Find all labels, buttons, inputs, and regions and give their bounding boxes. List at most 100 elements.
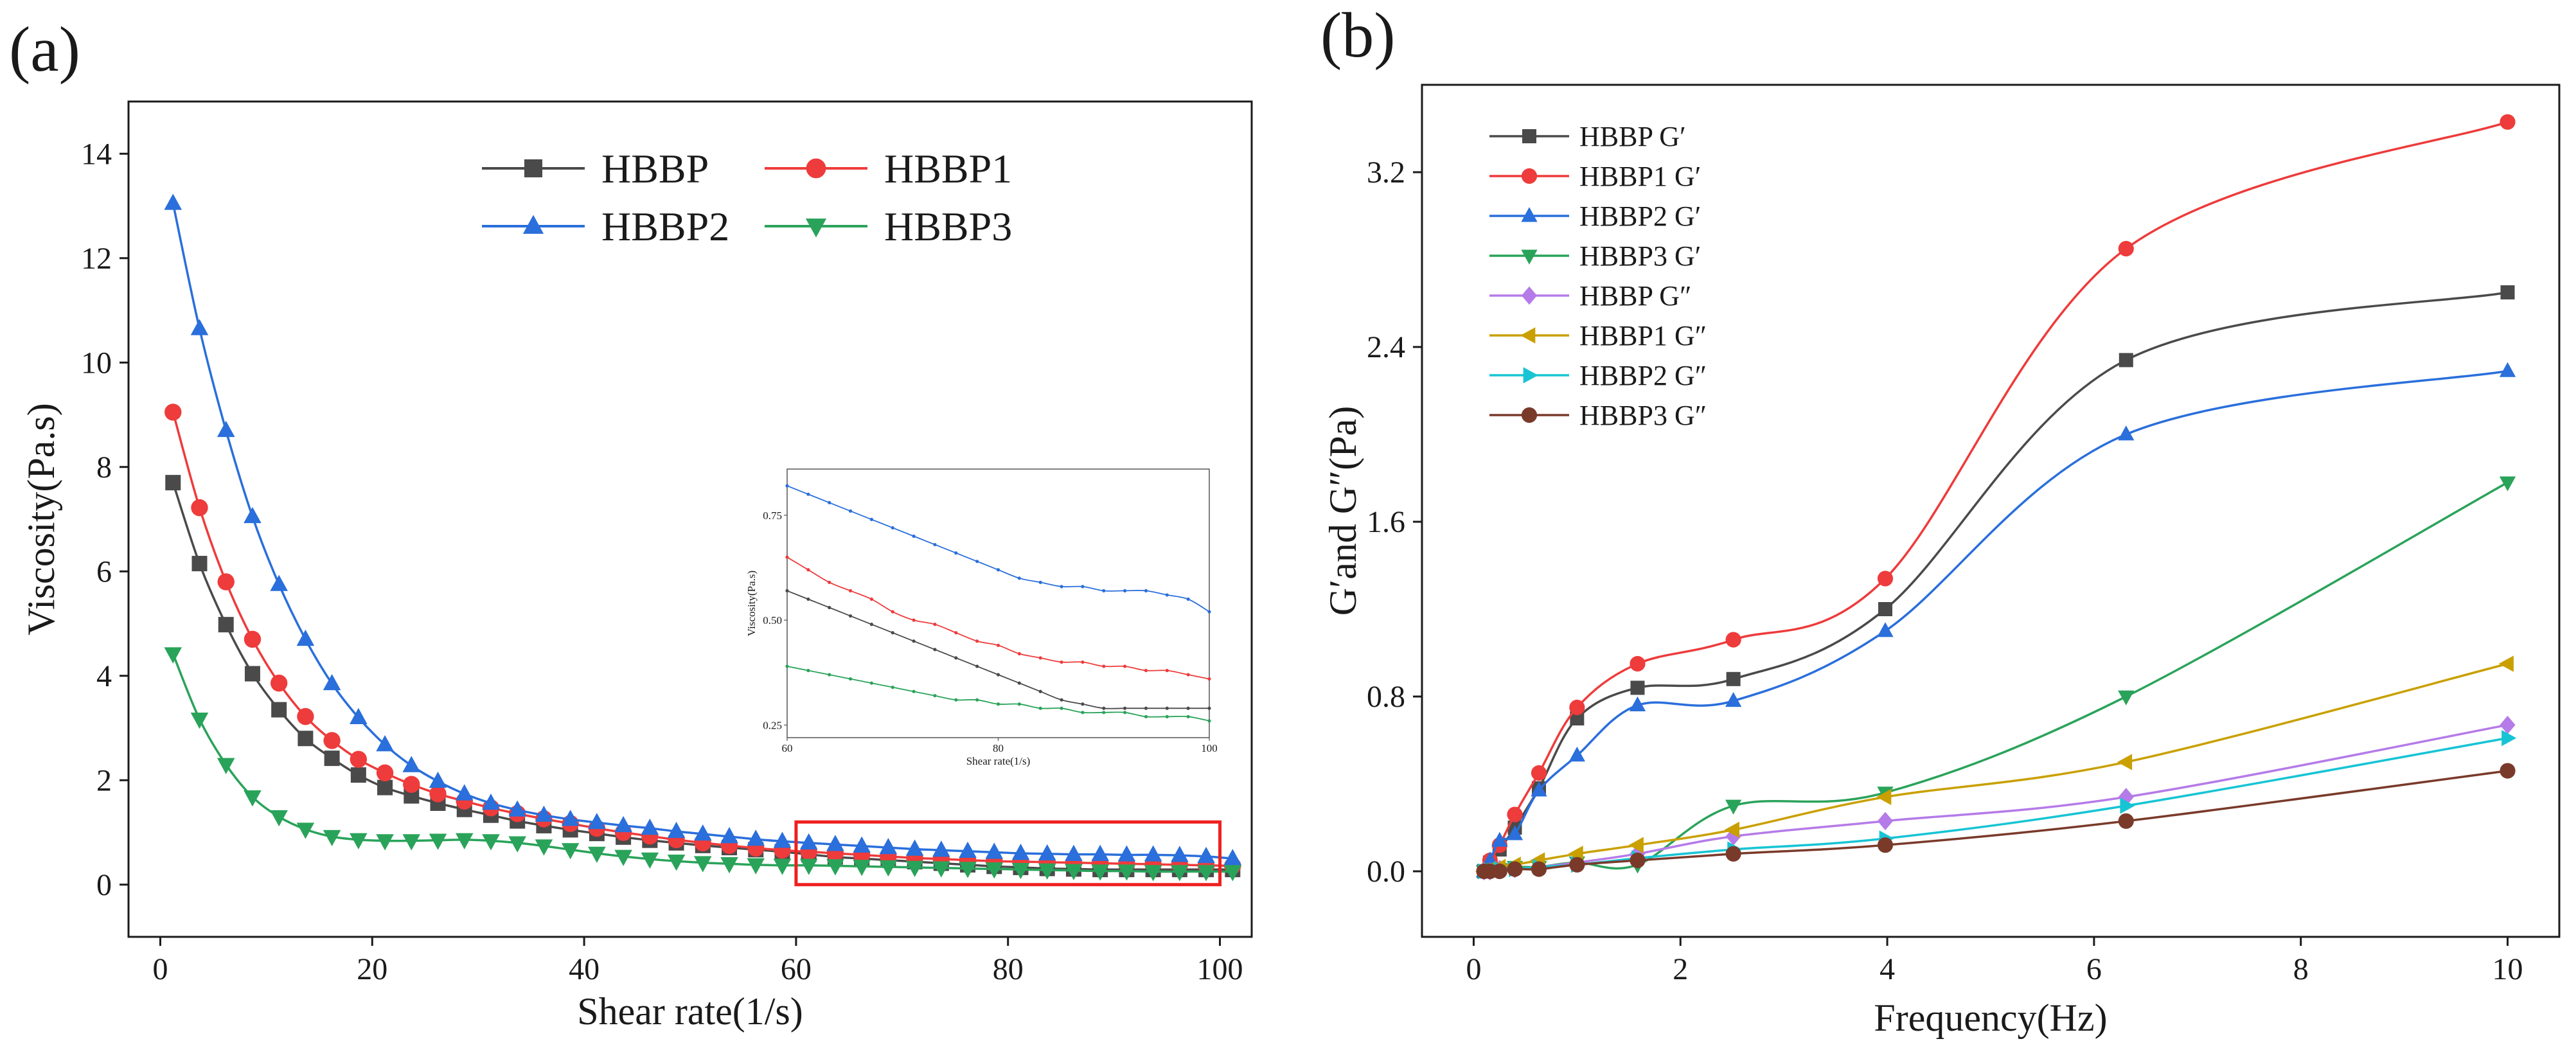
inset-data-point-HBBP [848, 614, 853, 618]
data-point-a-HBBP3 [270, 810, 288, 827]
inset-data-point-HBBP [1123, 706, 1127, 710]
inset-data-point-HBBP1 [1038, 656, 1042, 660]
legend-label-b: HBBP G′ [1579, 121, 1686, 152]
legend-marker-b [1521, 249, 1538, 265]
series-line-b [1483, 662, 2508, 873]
legend-label-b: HBBP3 G′ [1579, 240, 1701, 272]
y-tick-label-a: 0 [96, 868, 112, 902]
data-point-b [2500, 114, 2516, 130]
legend-marker-a [806, 158, 826, 179]
data-point-b [1507, 861, 1523, 877]
data-point-b [1507, 806, 1523, 822]
data-point-a-HBBP2 [482, 794, 500, 810]
data-point-a-HBBP2 [1065, 844, 1083, 861]
series-line-b [1482, 121, 2509, 872]
inset-data-point-HBBP1 [1017, 652, 1021, 655]
inset-data-point-HBBP1 [996, 643, 1000, 647]
data-point-a-HBBP3 [482, 834, 500, 851]
inset-y-tick-label: 0.25 [763, 719, 782, 731]
inset-data-point-HBBP2 [1144, 589, 1148, 593]
data-point-a-HBBP3 [217, 758, 235, 774]
y-tick-label-a: 4 [96, 659, 112, 693]
x-tick-label-a: 0 [152, 952, 168, 986]
inset-data-point-HBBP1 [1081, 660, 1085, 664]
legend-marker-b [1523, 367, 1538, 384]
data-point-b [1725, 799, 1742, 815]
data-point-b [1531, 781, 1547, 797]
data-point-a-HBBP [324, 751, 340, 767]
x-tick-label-b: 4 [1879, 952, 1895, 986]
data-point-a-HBBP2 [614, 815, 632, 833]
inset-data-point-HBBP2 [785, 484, 789, 488]
data-point-a-HBBP1 [323, 732, 341, 749]
data-point-a-HBBP [298, 731, 314, 747]
legend-marker-a [522, 215, 544, 234]
chart-b-moduli: 0 2 4 6 8 10 0.0 0.8 1.6 2.4 3.2 Frequency(Hz) G′and… [1322, 84, 2561, 1039]
data-point-a-HBBP1 [376, 764, 394, 782]
data-point-a-HBBP2 [747, 830, 765, 846]
y-tick-label-b: 0.0 [1367, 855, 1405, 889]
data-point-a-HBBP3 [667, 854, 686, 871]
inset-data-point-HBBP2 [996, 568, 1000, 572]
inset-data-point-HBBP1 [1144, 668, 1148, 673]
inset-data-point-HBBP1 [869, 597, 873, 601]
inset-data-point-HBBP3 [1038, 706, 1042, 710]
data-point-b [1724, 821, 1740, 839]
data-point-a-HBBP2 [905, 839, 924, 856]
data-point-a-HBBP2 [164, 193, 182, 210]
data-point-a-HBBP3 [455, 833, 474, 849]
y-tick-label-a: 14 [81, 137, 112, 171]
legend-marker-b [1521, 407, 1538, 423]
plot-frame-a [127, 100, 1253, 938]
inset-data-point-HBBP3 [848, 677, 853, 681]
data-point-a-HBBP3 [932, 861, 950, 878]
data-point-a-HBBP2 [402, 756, 421, 772]
data-point-a-HBBP2 [270, 574, 288, 591]
data-point-a-HBBP1 [191, 499, 208, 517]
data-point-a-HBBP1 [350, 751, 368, 768]
inset-data-point-HBBP3 [1081, 711, 1085, 715]
panel-b-letter: (b) [1320, 0, 1396, 71]
data-point-a-HBBP3 [1065, 864, 1083, 880]
inset-data-point-HBBP3 [785, 664, 789, 668]
inset-x-tick-label: 60 [782, 742, 793, 754]
data-point-b [2118, 813, 2134, 829]
legend-marker-b [1521, 168, 1538, 184]
data-point-b [1630, 680, 1645, 695]
inset-data-point-HBBP2 [1081, 585, 1085, 589]
data-point-b [1569, 699, 1585, 716]
inset-data-point-HBBP1 [954, 631, 958, 635]
data-point-b [1725, 692, 1742, 707]
data-point-a-HBBP [271, 702, 287, 718]
data-point-b [1568, 747, 1586, 762]
data-point-a-HBBP2 [244, 506, 262, 524]
inset-data-point-HBBP2 [954, 551, 958, 555]
legend-label-a: HBBP [601, 146, 709, 191]
y-tick-label-b: 1.6 [1367, 505, 1405, 539]
data-point-a-HBBP3 [535, 839, 553, 856]
data-point-b [1569, 857, 1585, 873]
y-tick-label-a: 12 [81, 242, 112, 276]
data-point-a-HBBP2 [561, 810, 580, 826]
inset-data-point-HBBP1 [1060, 660, 1063, 664]
data-point-a-HBBP3 [799, 858, 818, 875]
inset-data-point-HBBP1 [828, 580, 831, 584]
inset-data-point-HBBP1 [1102, 664, 1106, 668]
data-point-a-HBBP2 [323, 673, 341, 691]
data-point-a-HBBP2 [641, 819, 659, 835]
inset-data-point-HBBP1 [933, 623, 937, 626]
data-point-b [2498, 655, 2514, 672]
x-tick-label-b: 2 [1673, 952, 1688, 986]
data-point-a-HBBP3 [296, 822, 315, 839]
data-point-a-HBBP3 [244, 790, 262, 807]
data-point-b [1491, 863, 1507, 880]
data-point-b [2501, 729, 2517, 747]
inset-data-point-HBBP1 [891, 610, 894, 614]
inset-data-point-HBBP3 [954, 698, 958, 702]
inset-data-point-HBBP [975, 664, 979, 668]
data-point-b [1630, 852, 1646, 869]
data-point-b [2118, 425, 2135, 441]
data-point-b [2118, 690, 2135, 706]
inset-data-point-HBBP3 [912, 689, 916, 693]
